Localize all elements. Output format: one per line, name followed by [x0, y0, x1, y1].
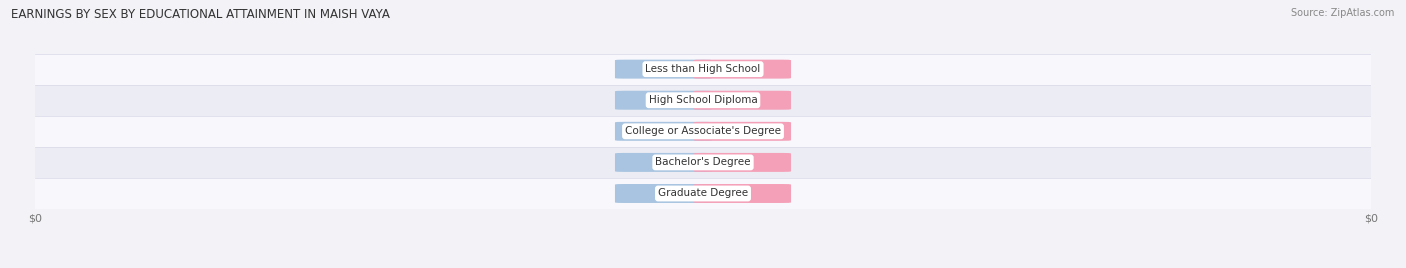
FancyBboxPatch shape [0, 85, 1406, 116]
FancyBboxPatch shape [614, 60, 711, 79]
FancyBboxPatch shape [0, 147, 1406, 178]
Text: $0: $0 [737, 96, 748, 105]
Text: College or Associate's Degree: College or Associate's Degree [626, 126, 780, 136]
FancyBboxPatch shape [695, 122, 792, 141]
Text: High School Diploma: High School Diploma [648, 95, 758, 105]
FancyBboxPatch shape [614, 122, 711, 141]
Text: $0: $0 [658, 96, 669, 105]
FancyBboxPatch shape [0, 116, 1406, 147]
FancyBboxPatch shape [614, 184, 711, 203]
Text: $0: $0 [658, 127, 669, 136]
Text: Source: ZipAtlas.com: Source: ZipAtlas.com [1291, 8, 1395, 18]
FancyBboxPatch shape [695, 60, 792, 79]
FancyBboxPatch shape [0, 178, 1406, 209]
Text: $0: $0 [737, 158, 748, 167]
Text: EARNINGS BY SEX BY EDUCATIONAL ATTAINMENT IN MAISH VAYA: EARNINGS BY SEX BY EDUCATIONAL ATTAINMEN… [11, 8, 389, 21]
Text: Bachelor's Degree: Bachelor's Degree [655, 157, 751, 168]
Text: $0: $0 [737, 127, 748, 136]
FancyBboxPatch shape [695, 91, 792, 110]
Text: Less than High School: Less than High School [645, 64, 761, 74]
FancyBboxPatch shape [695, 184, 792, 203]
FancyBboxPatch shape [695, 153, 792, 172]
Text: $0: $0 [658, 65, 669, 74]
Text: $0: $0 [737, 189, 748, 198]
Text: $0: $0 [737, 65, 748, 74]
Text: Graduate Degree: Graduate Degree [658, 188, 748, 199]
Text: $0: $0 [658, 189, 669, 198]
FancyBboxPatch shape [614, 91, 711, 110]
Text: $0: $0 [658, 158, 669, 167]
FancyBboxPatch shape [614, 153, 711, 172]
FancyBboxPatch shape [0, 54, 1406, 85]
